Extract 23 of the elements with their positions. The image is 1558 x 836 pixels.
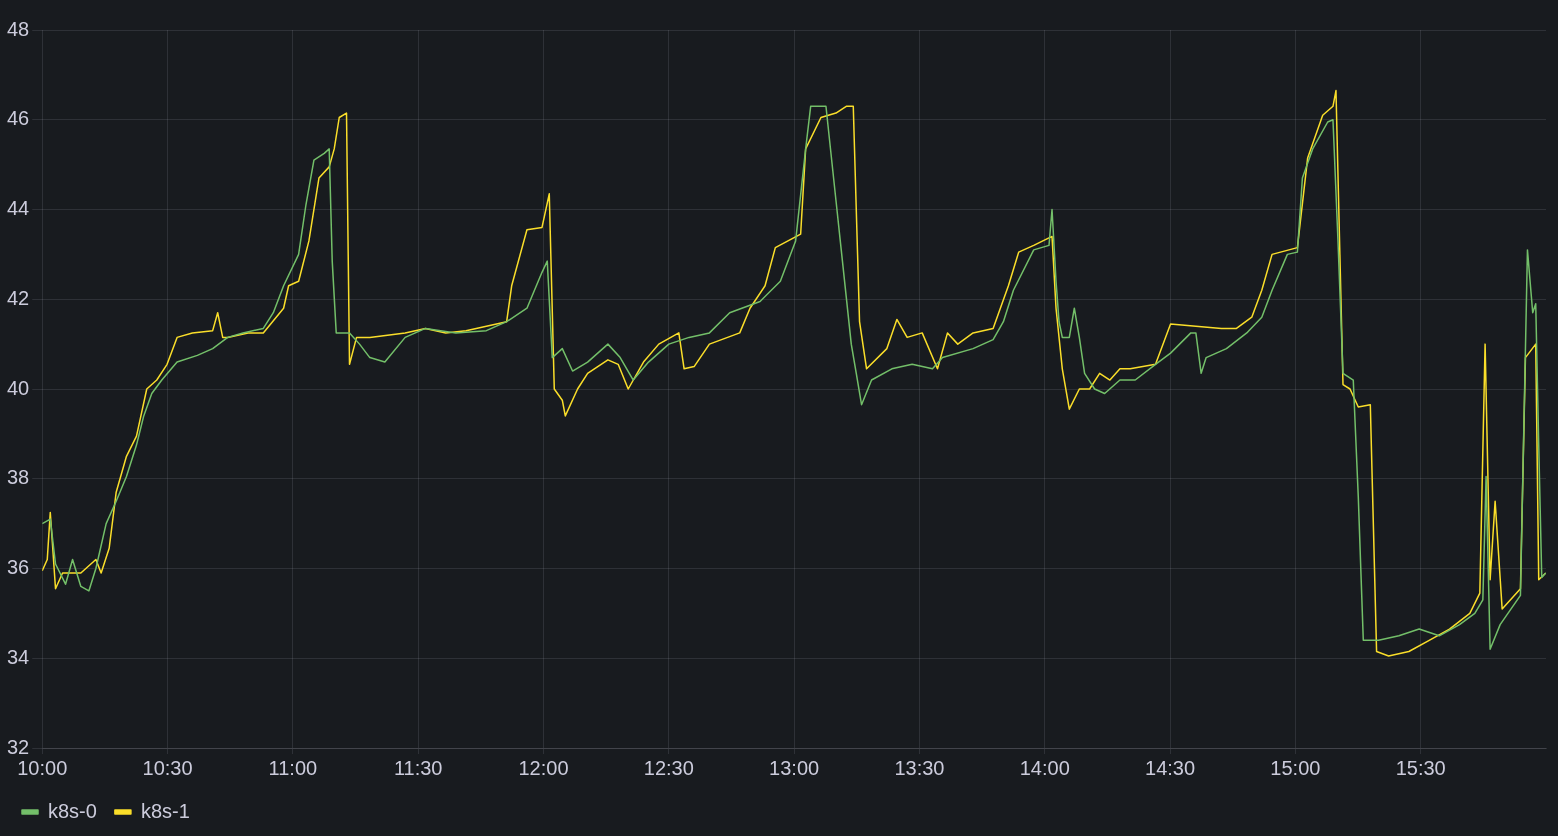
y-tick-label: 40 (7, 376, 30, 399)
x-tick-label: 14:00 (1019, 756, 1070, 779)
x-tick-label: 10:30 (142, 756, 193, 779)
legend-label: k8s-0 (48, 799, 97, 822)
y-tick-label: 46 (7, 107, 30, 130)
x-tick-label: 10:00 (17, 756, 68, 779)
x-tick-label: 13:30 (894, 756, 945, 779)
y-tick-label: 42 (7, 286, 30, 309)
x-tick-label: 11:30 (393, 756, 443, 779)
x-tick-label: 12:30 (643, 756, 694, 779)
x-tick-label: 15:00 (1270, 756, 1321, 779)
y-tick-label: 34 (7, 645, 30, 668)
y-tick-label: 32 (7, 735, 30, 758)
y-tick-label: 48 (7, 17, 30, 40)
x-tick-label: 12:00 (518, 756, 569, 779)
x-tick-label: 15:30 (1395, 756, 1446, 779)
x-tick-label: 14:30 (1145, 756, 1196, 779)
y-tick-label: 44 (7, 197, 30, 220)
y-tick-label: 36 (7, 556, 30, 579)
x-tick-label: 13:00 (769, 756, 820, 779)
legend-label: k8s-1 (140, 799, 190, 822)
x-tick-label: 11:00 (268, 756, 318, 779)
y-tick-label: 38 (7, 466, 30, 489)
